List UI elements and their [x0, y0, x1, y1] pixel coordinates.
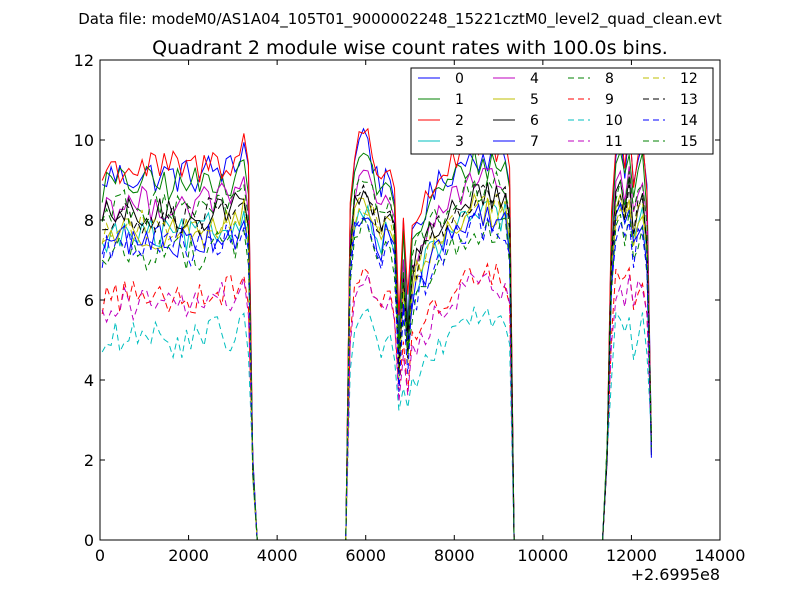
x-tick-label: 2000	[168, 546, 209, 565]
legend-label-8: 8	[605, 71, 614, 87]
x-tick-label: 0	[95, 546, 105, 565]
series-line-9	[101, 262, 652, 541]
legend-label-4: 4	[530, 71, 539, 87]
y-tick-label: 6	[84, 291, 94, 310]
legend-label-10: 10	[605, 113, 623, 129]
series-line-8	[101, 210, 652, 541]
x-tick-label: 8000	[434, 546, 475, 565]
legend-label-3: 3	[455, 134, 464, 150]
x-tick-label: 4000	[257, 546, 298, 565]
series-line-10	[101, 306, 652, 541]
legend-label-5: 5	[530, 92, 539, 108]
series-line-4	[101, 166, 652, 541]
tick-labels: 0 2000 4000 6000 8000 10000 12000 1400002468101…	[74, 51, 746, 565]
series-line-14	[101, 212, 652, 541]
series-line-7	[101, 201, 652, 541]
y-tick-label: 12	[74, 51, 94, 70]
series-line-3	[101, 200, 652, 541]
legend-label-11: 11	[605, 134, 623, 150]
series-line-15	[101, 170, 652, 541]
legend-label-7: 7	[530, 134, 539, 150]
legend-label-0: 0	[455, 71, 464, 87]
legend-label-13: 13	[680, 92, 698, 108]
series-line-2	[101, 119, 652, 541]
y-tick-label: 10	[74, 131, 94, 150]
plot-lines	[101, 119, 652, 541]
legend-label-2: 2	[455, 113, 464, 129]
x-tick-label: 14000	[695, 546, 746, 565]
legend-label-9: 9	[605, 92, 614, 108]
x-tick-label: 10000	[517, 546, 568, 565]
chart-title: Quadrant 2 module wise count rates with …	[152, 37, 668, 59]
y-tick-label: 0	[84, 531, 94, 550]
series-line-1	[101, 148, 652, 541]
y-tick-label: 4	[84, 371, 94, 390]
legend-label-1: 1	[455, 92, 464, 108]
plot-area-frame	[99, 59, 721, 541]
y-tick-label: 2	[84, 451, 94, 470]
suptitle: Data file: modeM0/AS1A04_105T01_90000022…	[78, 10, 722, 29]
legend-box	[410, 67, 714, 155]
legend-label-6: 6	[530, 113, 539, 129]
x-tick-label: 6000	[345, 546, 386, 565]
series-line-13	[102, 183, 652, 541]
legend-label-14: 14	[680, 113, 698, 129]
x-tick-label: 12000	[606, 546, 657, 565]
series-line-11	[101, 271, 652, 541]
legend-label-15: 15	[680, 134, 698, 150]
x-offset-label: +2.6995e8	[631, 565, 720, 584]
legend-label-12: 12	[680, 71, 698, 87]
y-tick-label: 8	[84, 211, 94, 230]
